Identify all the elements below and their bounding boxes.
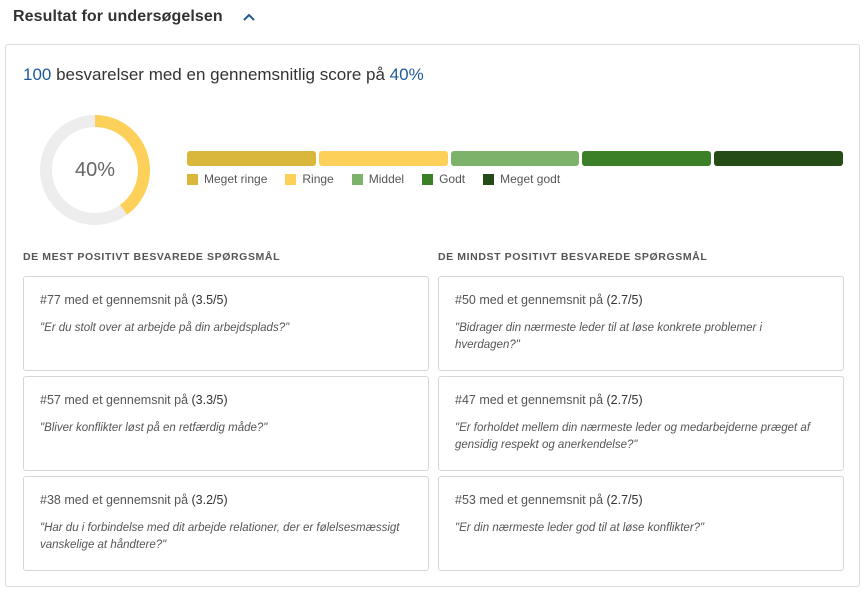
question-card: #57 med et gennemsnit på (3.3/5) "Bliver … bbox=[23, 376, 429, 471]
legend-swatch bbox=[483, 173, 495, 185]
summary-text: besvarelser med en gennemsnitlig score p… bbox=[51, 65, 390, 84]
question-number: #53 med et gennemsnit på bbox=[455, 493, 607, 507]
scale-legend: Meget ringe Ringe Middel Godt Meget godt bbox=[187, 172, 843, 186]
question-number: #38 med et gennemsnit på bbox=[40, 493, 192, 507]
question-heading: #77 med et gennemsnit på (3.5/5) bbox=[40, 293, 412, 311]
results-card: 100 besvarelser med en gennemsnitlig sco… bbox=[5, 44, 860, 587]
question-card: #77 med et gennemsnit på (3.5/5) "Er du s… bbox=[23, 276, 429, 371]
question-average: (3.3/5) bbox=[191, 393, 228, 407]
scale-bar-4 bbox=[714, 151, 843, 166]
question-average: (3.2/5) bbox=[191, 493, 228, 507]
question-text: "Har du i forbindelse med dit arbejde re… bbox=[40, 522, 400, 551]
legend-label: Meget godt bbox=[500, 172, 561, 186]
legend-label: Ringe bbox=[302, 172, 334, 186]
response-count: 100 bbox=[23, 65, 52, 84]
question-text: "Bidrager din nærmeste leder til at løse… bbox=[455, 322, 763, 351]
scale-bar-3 bbox=[582, 151, 712, 166]
question-heading: #50 med et gennemsnit på (2.7/5) bbox=[455, 293, 827, 311]
donut-label: 40% bbox=[74, 158, 116, 181]
question-card: #53 med et gennemsnit på (2.7/5) "Er din … bbox=[438, 476, 844, 571]
scale-bar-2 bbox=[450, 151, 580, 166]
legend-label: Meget ringe bbox=[204, 172, 268, 186]
most-positive-column: DE MEST POSITIVT BESVAREDE SPØRGSMÅL #77… bbox=[23, 251, 429, 576]
legend-item: Meget godt bbox=[483, 172, 560, 186]
chevron-up-icon[interactable] bbox=[241, 9, 257, 25]
question-number: #50 med et gennemsnit på bbox=[455, 293, 607, 307]
question-card: #47 med et gennemsnit på (2.7/5) "Er forh… bbox=[438, 376, 844, 471]
legend-item: Middel bbox=[351, 172, 405, 186]
question-heading: #38 med et gennemsnit på (3.2/5) bbox=[40, 493, 412, 511]
legend-swatch bbox=[351, 173, 363, 185]
scale-bar-1 bbox=[318, 151, 448, 166]
legend-label: Godt bbox=[439, 172, 466, 186]
summary-line: 100 besvarelser med en gennemsnitlig sco… bbox=[23, 65, 424, 85]
least-positive-title: DE MINDST POSITIVT BESVAREDE SPØRGSMÅL bbox=[438, 251, 708, 263]
legend-label: Middel bbox=[368, 172, 405, 186]
question-text: "Bliver konflikter løst på en retfærdig … bbox=[40, 422, 268, 434]
legend-item: Ringe bbox=[285, 172, 334, 186]
results-header: Resultat for undersøgelsen bbox=[13, 6, 257, 28]
scale-bar-0 bbox=[187, 151, 316, 166]
question-average: (2.7/5) bbox=[606, 493, 643, 507]
question-number: #47 med et gennemsnit på bbox=[455, 393, 607, 407]
most-positive-title: DE MEST POSITIVT BESVAREDE SPØRGSMÅL bbox=[23, 251, 281, 263]
question-heading: #53 med et gennemsnit på (2.7/5) bbox=[455, 493, 827, 511]
question-text: "Er du stolt over at arbejde på din arbe… bbox=[40, 322, 290, 334]
legend-swatch bbox=[187, 173, 198, 185]
question-average: (2.7/5) bbox=[606, 293, 643, 307]
question-card: #38 med et gennemsnit på (3.2/5) "Har du … bbox=[23, 476, 429, 571]
legend-item: Godt bbox=[422, 172, 465, 186]
scale-bars bbox=[187, 151, 843, 166]
question-heading: #47 med et gennemsnit på (2.7/5) bbox=[455, 393, 827, 411]
question-text: "Er forholdet mellem din nærmeste leder … bbox=[455, 422, 811, 451]
average-score: 40% bbox=[389, 65, 424, 84]
question-text: "Er din nærmeste leder god til at løse k… bbox=[455, 522, 705, 534]
question-heading: #57 med et gennemsnit på (3.3/5) bbox=[40, 393, 412, 411]
question-average: (3.5/5) bbox=[191, 293, 228, 307]
question-number: #57 med et gennemsnit på bbox=[40, 393, 192, 407]
least-positive-column: DE MINDST POSITIVT BESVAREDE SPØRGSMÅL #… bbox=[438, 251, 844, 576]
legend-item: Meget ringe bbox=[187, 172, 267, 186]
legend-swatch bbox=[285, 173, 297, 185]
results-title: Resultat for undersøgelsen bbox=[13, 8, 223, 25]
question-card: #50 med et gennemsnit på (2.7/5) "Bidrage… bbox=[438, 276, 844, 371]
donut-fill-arc bbox=[40, 115, 150, 225]
question-number: #77 med et gennemsnit på bbox=[40, 293, 192, 307]
rating-scale: Meget ringe Ringe Middel Godt Meget godt bbox=[187, 151, 843, 186]
score-donut: 40% bbox=[38, 113, 152, 227]
question-average: (2.7/5) bbox=[606, 393, 643, 407]
legend-swatch bbox=[422, 173, 434, 185]
